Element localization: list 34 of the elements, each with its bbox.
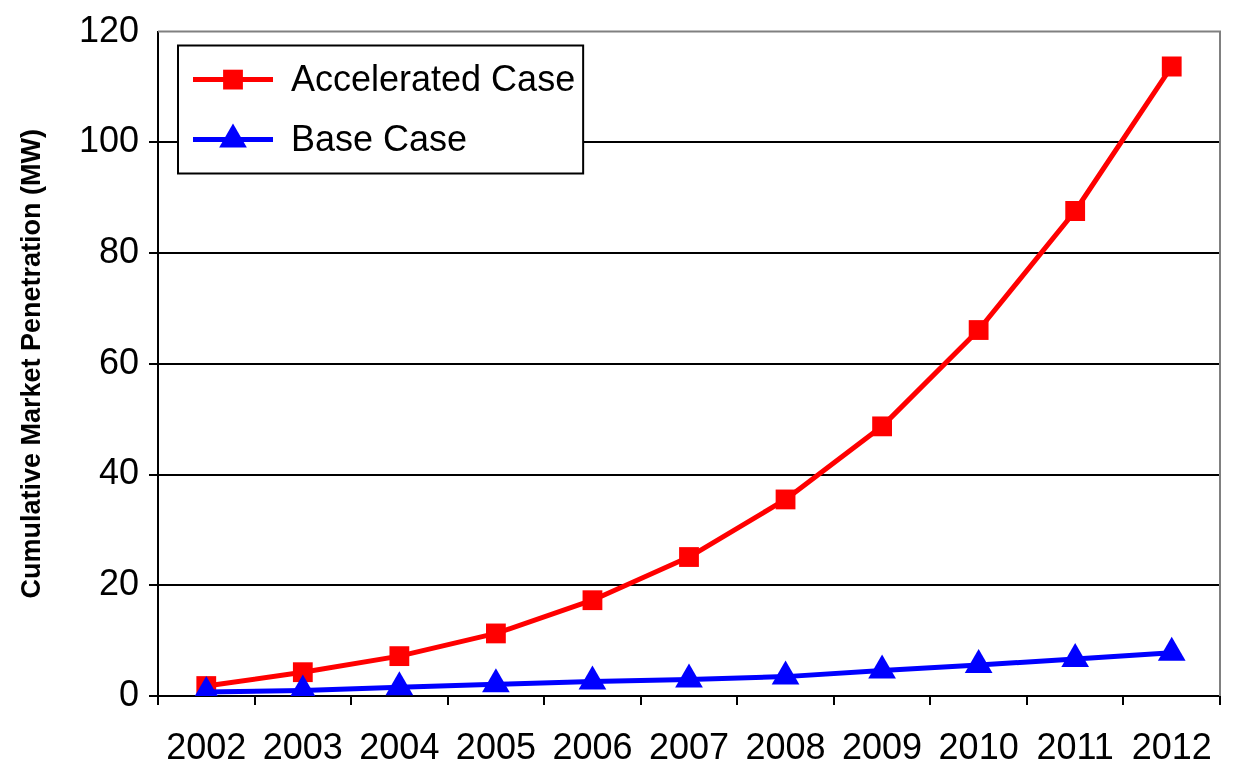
point [288, 674, 317, 696]
x-tick-label: 2010 [938, 725, 1019, 767]
legend-label: Accelerated Case [291, 57, 576, 99]
x-tick-label: 2004 [359, 725, 440, 767]
x-tick-label: 2012 [1131, 725, 1212, 767]
point [482, 668, 510, 693]
point [1157, 636, 1186, 661]
y-tick-label: 100 [78, 119, 139, 161]
point [1065, 201, 1086, 221]
y-tick-label: 20 [98, 562, 139, 604]
point [1161, 56, 1182, 77]
x-tick-label: 2007 [648, 725, 730, 767]
x-tick-label: 2008 [745, 725, 826, 767]
x-tick-label: 2011 [1036, 725, 1114, 767]
point [771, 660, 800, 685]
y-tick-label: 0 [118, 672, 139, 714]
y-tick-label: 120 [78, 8, 139, 50]
y-tick-label: 40 [98, 451, 139, 493]
y-tick-label: 80 [98, 229, 139, 271]
x-tick-label: 2006 [552, 725, 633, 767]
point [1061, 642, 1090, 667]
point [964, 649, 993, 673]
point [675, 663, 703, 688]
point [968, 320, 989, 340]
x-tick-label: 2002 [166, 725, 247, 767]
x-tick-label: 2009 [842, 725, 923, 767]
x-tick-label: 2005 [455, 725, 536, 767]
x-tick-label: 2003 [262, 725, 343, 767]
y-axis-title: Cumulative Market Penetration (MW) [15, 129, 46, 599]
legend-label: Base Case [291, 117, 468, 159]
y-tick-label: 60 [98, 340, 139, 382]
point [578, 665, 607, 690]
point [385, 671, 414, 696]
point [868, 654, 896, 679]
